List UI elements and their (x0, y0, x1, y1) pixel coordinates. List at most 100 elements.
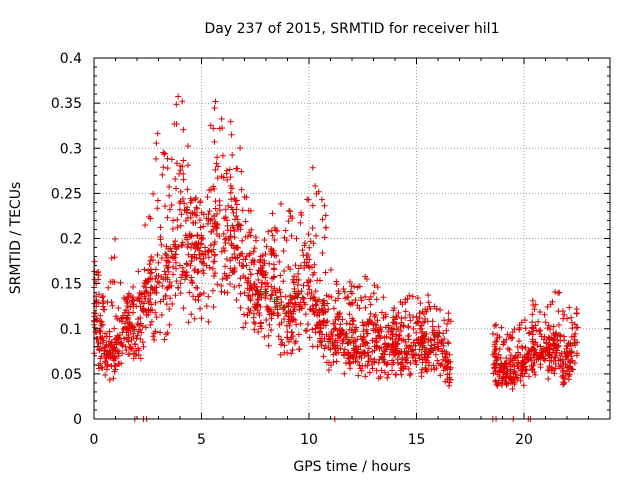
data-point (398, 319, 405, 326)
data-point (106, 328, 113, 335)
data-point (559, 365, 566, 372)
data-point (211, 241, 218, 248)
data-point (142, 222, 149, 229)
data-point (563, 353, 570, 360)
data-point (322, 212, 329, 219)
data-point (239, 237, 246, 244)
data-point (418, 322, 425, 329)
data-point (264, 279, 271, 286)
data-point (306, 264, 313, 271)
data-point (149, 257, 156, 264)
data-point (154, 251, 161, 258)
data-point (234, 165, 241, 172)
data-point (274, 306, 281, 313)
data-point (161, 336, 168, 343)
data-point (360, 328, 367, 335)
data-point (220, 174, 227, 181)
data-point (381, 369, 388, 376)
data-point (346, 300, 353, 307)
data-point (304, 321, 311, 328)
data-point (244, 233, 251, 240)
data-point (188, 258, 195, 265)
data-point (494, 371, 501, 378)
data-point (166, 192, 173, 199)
data-point (356, 283, 363, 290)
data-point (391, 305, 398, 312)
data-point (340, 349, 347, 356)
data-point (129, 346, 136, 353)
data-point (491, 323, 498, 330)
data-point (421, 351, 428, 358)
data-point (240, 324, 247, 331)
data-point (172, 175, 179, 182)
y-tick-label: 0.25 (51, 186, 82, 202)
data-point (143, 312, 150, 319)
data-point (555, 322, 562, 329)
data-point (257, 256, 264, 263)
data-point (250, 248, 257, 255)
data-point (221, 247, 228, 254)
data-point (443, 327, 450, 334)
data-point (190, 293, 197, 300)
data-point (229, 206, 236, 213)
data-point (558, 350, 565, 357)
data-point (438, 337, 445, 344)
data-point (268, 315, 275, 322)
data-point (521, 370, 528, 377)
data-point (305, 263, 312, 270)
data-point (504, 331, 511, 338)
data-point (516, 326, 523, 333)
data-point (529, 365, 536, 372)
data-point (232, 198, 239, 205)
data-point (374, 317, 381, 324)
data-point (422, 359, 429, 366)
data-point (418, 351, 425, 358)
data-point (127, 345, 134, 352)
data-point (218, 115, 225, 122)
data-point (218, 248, 225, 255)
data-point (145, 298, 152, 305)
data-point (168, 202, 175, 209)
data-point (386, 351, 393, 358)
data-point (359, 363, 366, 370)
data-point (147, 322, 154, 328)
data-point (301, 259, 308, 266)
data-point (207, 186, 214, 193)
data-point (108, 255, 115, 262)
data-point (243, 194, 250, 201)
data-point (271, 236, 278, 243)
data-point (158, 312, 165, 319)
data-point (125, 351, 132, 358)
data-point (210, 273, 217, 280)
data-point (239, 207, 246, 214)
data-point (446, 351, 453, 358)
data-point (197, 224, 204, 231)
data-point (310, 307, 317, 314)
data-point (549, 337, 556, 344)
data-point (268, 327, 275, 334)
data-point (193, 204, 200, 211)
data-point (552, 289, 559, 296)
data-point (304, 290, 311, 297)
data-point (227, 257, 234, 264)
data-point (347, 301, 354, 308)
data-point (492, 347, 499, 354)
data-point (243, 253, 250, 260)
data-point (200, 270, 207, 277)
data-point (289, 317, 296, 324)
data-point (308, 289, 315, 296)
data-point (137, 326, 144, 333)
data-point (205, 211, 212, 218)
data-point (246, 287, 253, 294)
data-point (445, 339, 452, 346)
data-point (410, 354, 417, 361)
data-point (293, 235, 300, 242)
data-point (568, 314, 575, 321)
data-point (389, 361, 396, 368)
data-point (429, 318, 436, 325)
data-point (154, 278, 161, 285)
data-point (507, 352, 514, 359)
data-point (283, 310, 290, 317)
data-point (180, 157, 187, 164)
